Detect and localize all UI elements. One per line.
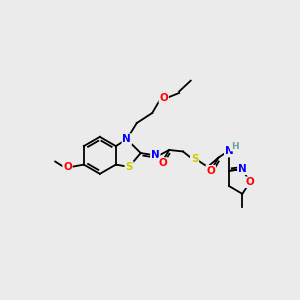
Text: S: S — [191, 154, 198, 164]
Text: O: O — [159, 93, 168, 103]
Text: N: N — [225, 146, 234, 157]
Text: O: O — [63, 162, 72, 172]
Text: S: S — [125, 162, 133, 172]
Text: N: N — [238, 164, 247, 174]
Text: O: O — [206, 166, 215, 176]
Text: N: N — [151, 150, 160, 160]
Text: O: O — [246, 177, 254, 187]
Text: O: O — [159, 158, 167, 168]
Text: H: H — [231, 142, 239, 151]
Text: N: N — [122, 134, 131, 144]
